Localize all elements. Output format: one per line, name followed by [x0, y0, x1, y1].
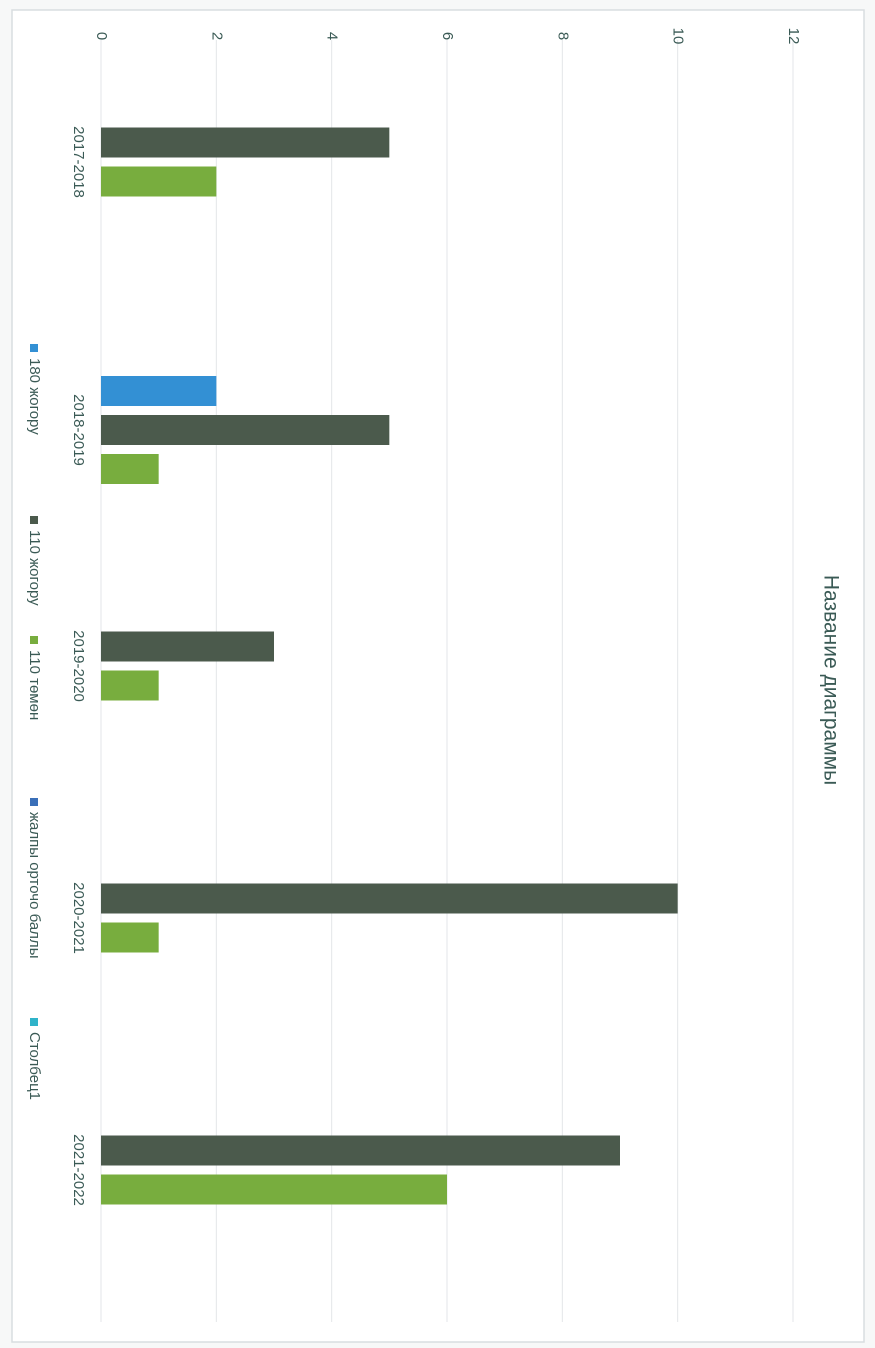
bar: [101, 415, 389, 445]
category-tick-label: 2018-2019: [70, 394, 87, 466]
legend-swatch: [30, 344, 38, 352]
legend-entry: 110 жогору: [26, 530, 43, 606]
bar: [101, 376, 216, 406]
legend-entry: Столбец1: [26, 1032, 43, 1100]
bar: [101, 1136, 620, 1166]
bar: [101, 454, 159, 484]
bar: [101, 1175, 447, 1205]
bar: [101, 923, 159, 953]
value-tick-label: 4: [324, 32, 341, 40]
bar: [101, 884, 678, 914]
bar: [101, 167, 216, 197]
category-tick-label: 2020-2021: [70, 882, 87, 954]
bar: [101, 632, 274, 662]
legend-swatch: [30, 1018, 38, 1026]
category-tick-label: 2017-2018: [70, 126, 87, 198]
legend-entry: 110 төмөн: [26, 650, 43, 720]
bar: [101, 671, 159, 701]
legend-entry: жалпы орточо баллы: [26, 812, 43, 958]
category-tick-label: 2021-2022: [70, 1134, 87, 1206]
value-tick-label: 6: [439, 32, 456, 40]
bar: [101, 128, 389, 158]
value-tick-label: 2: [208, 32, 225, 40]
legend-entry: 180 жогору: [26, 358, 43, 435]
legend-swatch: [30, 516, 38, 524]
value-tick-label: 12: [785, 28, 802, 45]
chart-title: Название диаграммы: [819, 575, 842, 785]
value-tick-label: 10: [670, 28, 687, 45]
legend-swatch: [30, 636, 38, 644]
value-tick-label: 8: [554, 32, 571, 40]
value-tick-label: 0: [93, 32, 110, 40]
category-tick-label: 2019-2020: [70, 630, 87, 702]
legend-swatch: [30, 798, 38, 806]
